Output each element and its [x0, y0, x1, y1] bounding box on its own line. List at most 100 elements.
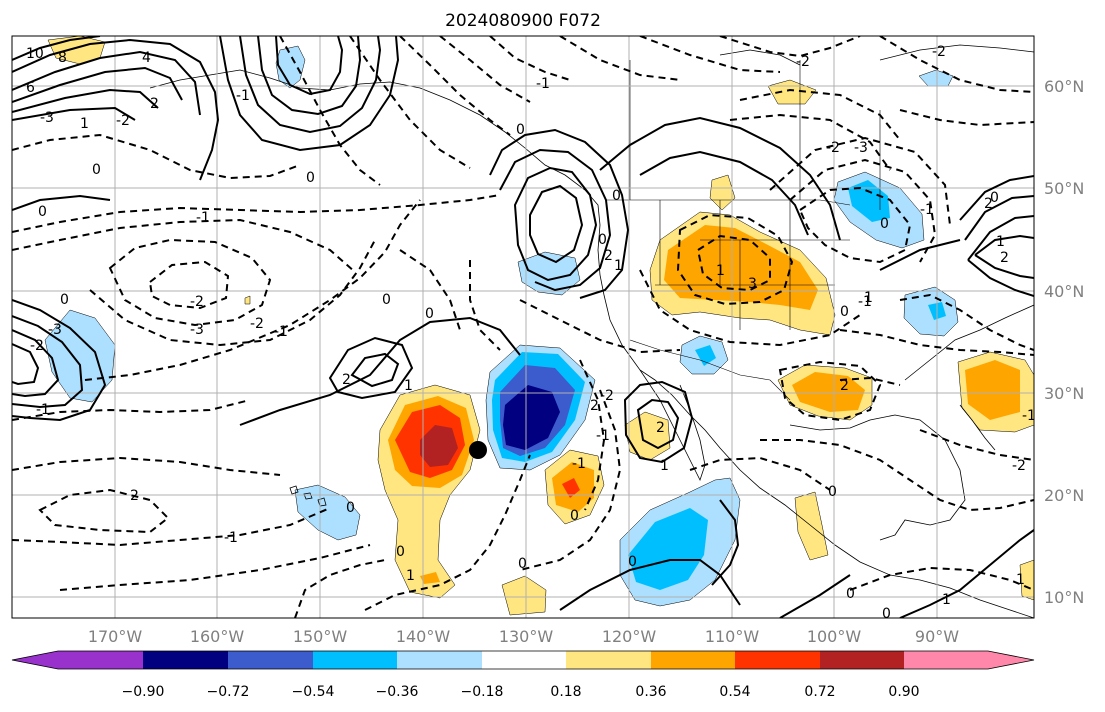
contour-line — [519, 389, 622, 571]
contour-line — [84, 199, 421, 381]
lat-label: 40°N — [1044, 282, 1084, 301]
contour-line — [12, 66, 183, 103]
colorbar: −0.90 −0.72 −0.54 −0.36 −0.18 0.18 0.36 … — [11, 650, 1035, 700]
contour-line — [676, 213, 794, 306]
map-background — [12, 36, 1034, 618]
contour-line — [689, 456, 831, 491]
shade-region — [965, 360, 1020, 420]
contour-line — [108, 238, 272, 327]
shade-region — [501, 575, 547, 616]
contour-label: -1 — [36, 402, 50, 418]
shade-region — [275, 45, 306, 89]
longitude-labels: 170°W 160°W 150°W 140°W 130°W 120°W 110°… — [88, 627, 959, 646]
contour-label: 0 — [518, 556, 527, 572]
shade-region — [792, 372, 865, 412]
borders — [605, 60, 881, 401]
contour-label: -1 — [1022, 408, 1036, 424]
contour-line — [519, 299, 681, 354]
colorbar-extend-high — [988, 651, 1034, 669]
contour-label: 0 — [880, 216, 889, 232]
contour-label: -1 — [596, 428, 610, 444]
contour-line — [839, 329, 1034, 356]
contour-line — [239, 36, 382, 134]
colorbar-bin — [228, 651, 313, 669]
contour-label: 1 — [996, 234, 1005, 250]
lat-label: 50°N — [1044, 179, 1084, 198]
contour-line — [12, 507, 331, 547]
colorbar-bin — [904, 651, 988, 669]
colorbar-ticks: −0.90 −0.72 −0.54 −0.36 −0.18 0.18 0.36 … — [122, 684, 920, 700]
contour-label: 0 — [382, 292, 391, 308]
lat-label: 20°N — [1044, 486, 1084, 505]
contour-line — [559, 559, 741, 611]
lon-label: 170°W — [88, 627, 143, 646]
contour-line — [12, 194, 501, 233]
contour-label: 1 — [660, 458, 669, 474]
contour-line — [12, 399, 251, 421]
contour-label: 0 — [92, 162, 101, 178]
colorbar-bin — [566, 651, 651, 669]
contour-line — [760, 439, 1034, 512]
contour-line — [849, 566, 1034, 591]
contour-line — [12, 315, 84, 409]
contour-line — [12, 88, 159, 113]
colorbar-bin — [143, 651, 228, 669]
colorbar-outline — [11, 650, 1035, 670]
contour-label: 2 — [342, 372, 351, 388]
colorbar-tick: −0.90 — [122, 684, 165, 700]
contour-label: 0 — [570, 508, 579, 524]
lat-label: 30°N — [1044, 384, 1084, 403]
contour-line — [639, 36, 781, 73]
contour-label: -1 — [536, 76, 550, 92]
contour-line — [696, 234, 771, 292]
contour-label: 2 — [590, 398, 599, 414]
contour-label: 2 — [840, 378, 849, 394]
coastlines — [149, 44, 1034, 618]
us-canada-border — [605, 199, 851, 206]
contour-line — [974, 234, 1034, 279]
shading: 10 8 6 4 2 1 0 -1 -2 -3 0 -1 -2 -3 -2 -1… — [12, 36, 1036, 618]
contour-label: -2 — [190, 294, 204, 310]
contour-line — [636, 398, 680, 450]
contour-label: 2 — [130, 488, 139, 504]
contour-labels: 10 8 6 4 2 1 0 -1 -2 -3 0 -1 -2 -3 -2 -1… — [26, 44, 1036, 618]
contour-line — [489, 128, 630, 299]
contour-line — [639, 269, 861, 347]
colorbar-bin — [397, 651, 482, 669]
contour-line — [719, 36, 861, 58]
colorbar-tick: 0.90 — [888, 684, 919, 700]
contour-label: 0 — [990, 190, 999, 206]
colorbar-bin — [651, 651, 735, 669]
contour-label: 3 — [748, 276, 757, 292]
shade-region — [562, 478, 580, 498]
lon-label: 140°W — [396, 627, 451, 646]
contour-label: 1 — [864, 290, 873, 306]
colorbar-tick: 0.18 — [550, 684, 581, 700]
contour-label: -2 — [826, 140, 840, 156]
shade-region — [294, 484, 361, 541]
contour-label: 1 — [942, 592, 951, 608]
contour-line — [12, 50, 201, 116]
contour-line — [899, 293, 1034, 351]
contour-line — [729, 113, 891, 171]
contour-line — [12, 456, 281, 476]
contour-label: 0 — [425, 306, 434, 322]
gridlines — [12, 36, 1034, 618]
contour-line — [12, 194, 111, 211]
lon-label: 120°W — [602, 627, 657, 646]
contour-line — [967, 215, 1034, 297]
colorbar-extend-low — [12, 651, 58, 669]
contour-line — [59, 544, 371, 591]
contour-line — [919, 429, 1034, 461]
contour-line — [89, 239, 376, 347]
contour-label: 2 — [984, 196, 993, 212]
map-frame — [11, 35, 1035, 619]
contour-line — [739, 88, 901, 141]
lat-label: 60°N — [1044, 77, 1084, 96]
contour-line — [469, 260, 501, 351]
contour-label: 4 — [142, 50, 151, 66]
gulf-coast — [789, 414, 966, 541]
shade-region — [628, 508, 708, 590]
contour-line — [879, 239, 961, 271]
